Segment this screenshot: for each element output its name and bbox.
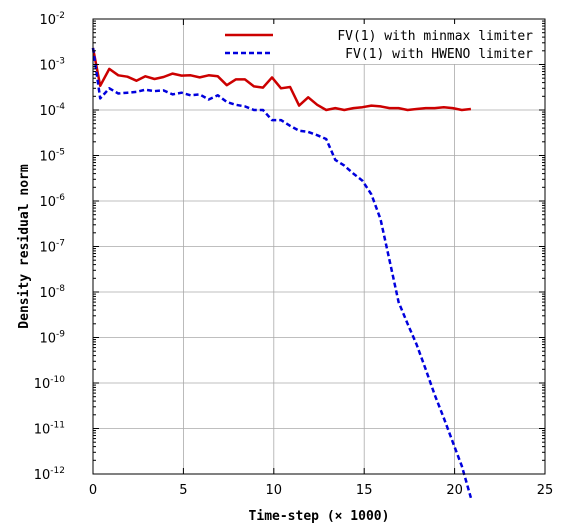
tick-marks <box>92 18 546 475</box>
y-tick-label: 10-8 <box>39 284 65 301</box>
x-tick-label: 5 <box>179 483 187 498</box>
series-line-0 <box>91 47 472 112</box>
x-tick-labels: 0 5 10 15 20 25 <box>89 483 553 498</box>
legend: FV(1) with minmax limiter FV(1) with HWE… <box>222 24 540 64</box>
series-line-1 <box>91 47 473 499</box>
y-tick-label: 10-6 <box>39 193 65 210</box>
y-tick-label: 10-12 <box>34 466 65 483</box>
y-tick-label: 10-7 <box>39 239 65 256</box>
x-tick-label: 25 <box>537 483 554 498</box>
series-layer <box>91 47 473 499</box>
y-tick-label: 10-2 <box>39 11 65 28</box>
y-tick-label: 10-9 <box>39 330 65 347</box>
y-tick-label: 10-5 <box>39 148 65 165</box>
grid-lines <box>93 19 545 474</box>
y-tick-labels: 10-2 10-3 10-4 10-5 10-6 10-7 10-8 10-9 10-10 10-… <box>34 11 66 483</box>
legend-background <box>222 24 540 64</box>
x-tick-label: 0 <box>89 483 97 498</box>
x-tick-label: 20 <box>446 483 463 498</box>
x-tick-label: 15 <box>356 483 373 498</box>
y-tick-label: 10-11 <box>34 421 65 438</box>
x-tick-label: 10 <box>266 483 283 498</box>
x-axis-label: Time-step (× 1000) <box>249 509 390 524</box>
y-tick-label: 10-4 <box>39 102 65 119</box>
legend-label-hweno: FV(1) with HWENO limiter <box>345 47 533 62</box>
legend-label-minmax: FV(1) with minmax limiter <box>337 29 533 44</box>
y-tick-label: 10-10 <box>34 375 66 392</box>
y-axis-label: Density residual norm <box>17 164 32 329</box>
y-tick-label: 10-3 <box>39 57 65 74</box>
